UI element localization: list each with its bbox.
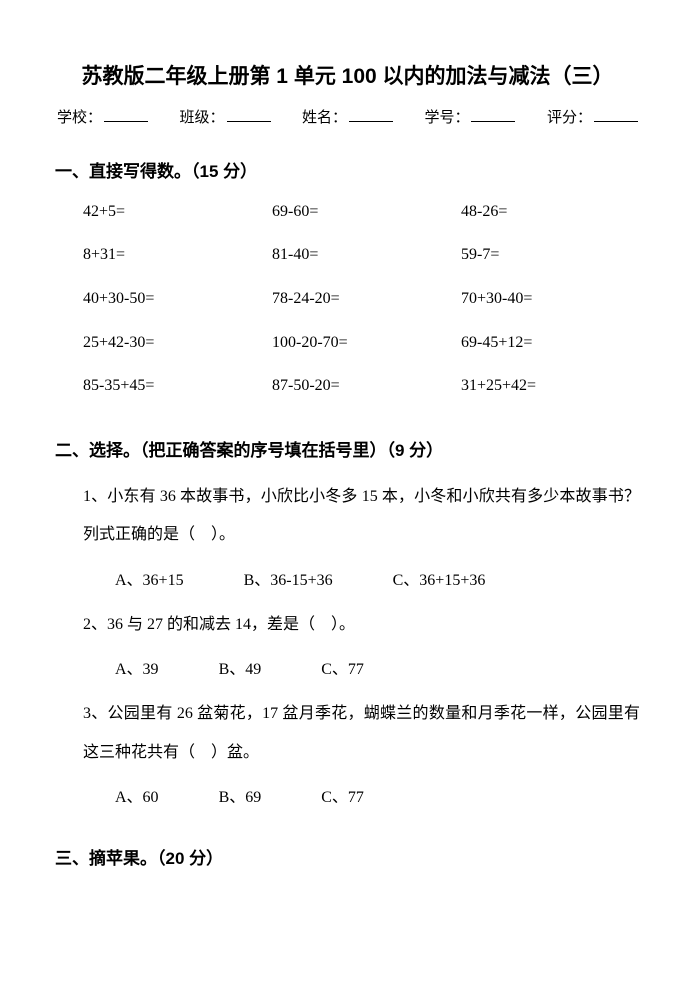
problem: 87-50-20=: [272, 373, 451, 399]
option: B、49: [219, 652, 262, 687]
id-label: 学号：: [424, 110, 469, 126]
option: A、60: [115, 780, 159, 815]
problem: 78-24-20=: [272, 286, 451, 312]
info-row: 学校： 班级： 姓名： 学号： 评分：: [55, 106, 640, 130]
problem: 85-35+45=: [83, 373, 262, 399]
page-title: 苏教版二年级上册第 1 单元 100 以内的加法与减法（三）: [55, 60, 640, 94]
problem: 69-60=: [272, 199, 451, 225]
school-blank[interactable]: [104, 107, 148, 122]
question-1: 1、小东有 36 本故事书，小欣比小冬多 15 本，小冬和小欣共有多少本故事书？…: [55, 478, 640, 555]
name-blank[interactable]: [349, 107, 393, 122]
name-label: 姓名：: [302, 110, 347, 126]
problem: 8+31=: [83, 242, 262, 268]
problem: 70+30-40=: [461, 286, 640, 312]
question-2: 2、36 与 27 的和减去 14，差是（ ）。: [55, 606, 640, 644]
problem: 81-40=: [272, 242, 451, 268]
problem: 69-45+12=: [461, 330, 640, 356]
question-1-options: A、36+15 B、36-15+36 C、36+15+36: [55, 563, 640, 598]
option: B、36-15+36: [244, 563, 333, 598]
info-score: 评分：: [547, 106, 638, 130]
class-label: 班级：: [179, 110, 224, 126]
score-label: 评分：: [547, 110, 592, 126]
problem: 42+5=: [83, 199, 262, 225]
problem: 48-26=: [461, 199, 640, 225]
problem: 25+42-30=: [83, 330, 262, 356]
score-blank[interactable]: [594, 107, 638, 122]
option: A、39: [115, 652, 159, 687]
question-3: 3、公园里有 26 盆菊花，17 盆月季花，蝴蝶兰的数量和月季花一样，公园里有这…: [55, 695, 640, 772]
question-2-options: A、39 B、49 C、77: [55, 652, 640, 687]
question-3-options: A、60 B、69 C、77: [55, 780, 640, 815]
info-class: 班级：: [179, 106, 270, 130]
section3-heading: 三、摘苹果。（20 分）: [55, 845, 640, 872]
section1-heading: 一、直接写得数。（15 分）: [55, 158, 640, 185]
info-school: 学校：: [57, 106, 148, 130]
info-name: 姓名：: [302, 106, 393, 130]
option: B、69: [219, 780, 262, 815]
option: C、36+15+36: [393, 563, 486, 598]
problem: 100-20-70=: [272, 330, 451, 356]
option: A、36+15: [115, 563, 184, 598]
problems-grid: 42+5= 69-60= 48-26= 8+31= 81-40= 59-7= 4…: [55, 199, 640, 399]
problem: 31+25+42=: [461, 373, 640, 399]
class-blank[interactable]: [227, 107, 271, 122]
section2-heading: 二、选择。（把正确答案的序号填在括号里）（9 分）: [55, 437, 640, 464]
problem: 40+30-50=: [83, 286, 262, 312]
option: C、77: [321, 780, 364, 815]
info-id: 学号：: [424, 106, 515, 130]
id-blank[interactable]: [471, 107, 515, 122]
school-label: 学校：: [57, 110, 102, 126]
problem: 59-7=: [461, 242, 640, 268]
option: C、77: [321, 652, 364, 687]
